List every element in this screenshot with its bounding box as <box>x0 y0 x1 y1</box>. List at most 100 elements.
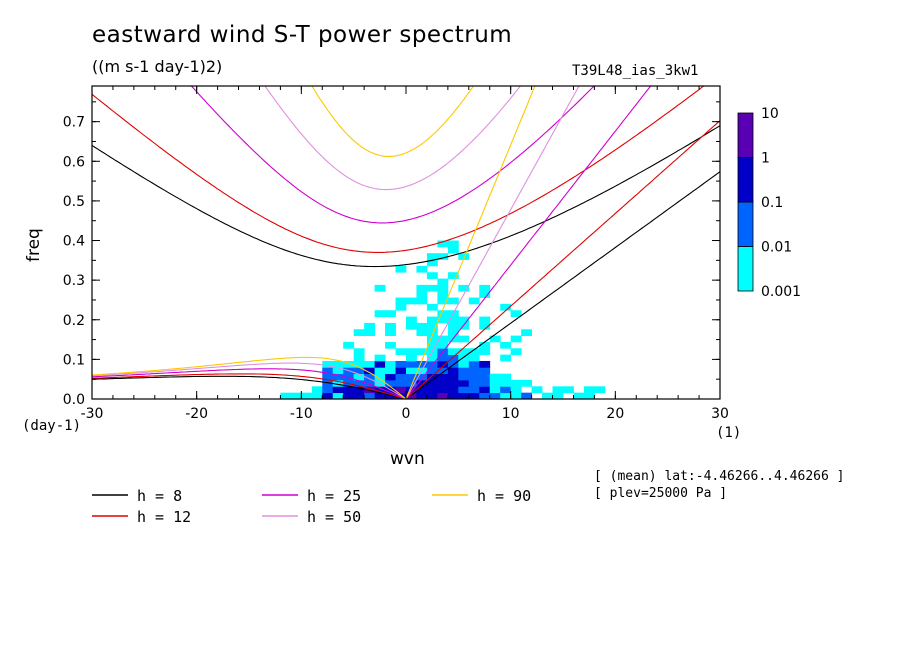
heat-cell <box>353 392 365 399</box>
heat-cell <box>426 367 438 375</box>
heat-cell <box>489 373 501 381</box>
heat-cell <box>426 360 438 368</box>
legend-label: h = 25 <box>307 487 361 505</box>
heat-cell <box>458 392 470 399</box>
heat-cell <box>583 386 595 394</box>
heat-cell <box>426 284 438 292</box>
heat-cell <box>343 386 355 394</box>
x-unit-label: (1) <box>716 425 742 441</box>
heat-cell <box>426 329 438 337</box>
heat-cell <box>374 392 386 399</box>
heat-cell <box>416 329 428 337</box>
chart-units: ((m s-1 day-1)2) <box>92 57 223 76</box>
heat-cell <box>552 386 564 394</box>
x-tick-label: -10 <box>290 406 313 422</box>
dispersion-curve <box>405 120 720 399</box>
heat-cell <box>395 297 407 305</box>
heat-cell <box>343 373 355 381</box>
heat-cell <box>416 348 428 356</box>
heat-cell <box>364 360 375 368</box>
heat-cell <box>280 392 292 399</box>
heat-cell <box>374 284 386 292</box>
heat-cell <box>395 373 407 381</box>
heat-cell <box>468 373 480 381</box>
heat-cell <box>374 379 386 387</box>
dispersion-curve <box>405 86 652 399</box>
heat-cell <box>426 392 438 399</box>
heat-cell <box>353 348 365 356</box>
colorbar-label: 1 <box>761 151 770 167</box>
legend-label: h = 90 <box>477 487 531 505</box>
heat-cell <box>395 303 407 311</box>
heat-cell <box>332 367 344 375</box>
heat-cell <box>406 316 417 324</box>
heat-cell <box>521 329 532 337</box>
heat-cell <box>479 316 491 324</box>
heat-cell <box>426 303 438 311</box>
heat-cell <box>385 360 396 368</box>
heat-cell <box>521 379 532 387</box>
heat-cell <box>385 310 396 317</box>
heat-cell <box>364 392 375 399</box>
heat-cell <box>322 379 334 387</box>
heat-cell <box>447 348 459 356</box>
heat-cell <box>510 392 522 399</box>
heat-cell <box>406 348 417 356</box>
y-tick-label: 0.6 <box>63 154 85 170</box>
heat-cell <box>332 373 344 381</box>
heat-cell <box>437 392 449 399</box>
legend-label: h = 50 <box>307 508 361 526</box>
heat-cell <box>447 240 459 248</box>
heat-cell <box>479 341 491 349</box>
heat-cell <box>406 360 417 368</box>
heat-cell <box>426 386 438 394</box>
heat-cell <box>468 367 480 375</box>
heat-cell <box>479 360 491 368</box>
heat-cell <box>395 367 407 375</box>
heat-cell <box>437 310 449 317</box>
heat-cell <box>406 322 417 330</box>
heat-cell <box>426 253 438 260</box>
heat-cell <box>364 367 375 375</box>
dispersion-curve <box>92 368 407 399</box>
heat-cell <box>395 348 407 356</box>
heat-cell <box>458 253 470 260</box>
dispersion-curve <box>92 86 705 253</box>
heat-cell <box>447 392 459 399</box>
heat-cell <box>374 354 386 362</box>
heat-cell <box>416 265 428 273</box>
heat-cell <box>437 379 449 387</box>
heat-cell <box>385 379 396 387</box>
heat-cell <box>552 392 564 399</box>
heat-cell <box>416 297 428 305</box>
heat-cell <box>426 259 438 267</box>
heat-cell <box>426 316 438 324</box>
heat-cell <box>447 379 459 387</box>
heat-cell <box>426 373 438 381</box>
y-tick-label: 0.2 <box>63 313 85 329</box>
heat-cell <box>364 386 375 394</box>
heat-cell <box>364 322 375 330</box>
heat-cell <box>458 367 470 375</box>
heat-cell <box>458 379 470 387</box>
heat-cell <box>479 322 491 330</box>
heat-cell <box>447 367 459 375</box>
heat-cell <box>353 386 365 394</box>
heat-cell <box>510 386 522 394</box>
heat-cell <box>542 392 553 399</box>
heat-cell <box>385 367 396 375</box>
heat-cell <box>458 335 470 343</box>
colorbar-swatch <box>737 201 754 247</box>
heat-cell <box>374 310 386 317</box>
heat-cell <box>468 360 480 368</box>
heat-cell <box>437 367 449 375</box>
x-tick-label: 10 <box>502 406 520 422</box>
heat-cell <box>353 354 365 362</box>
heat-cell <box>500 392 512 399</box>
heat-cell <box>406 392 417 399</box>
legend-label: h = 8 <box>137 487 182 505</box>
heat-cell <box>458 373 470 381</box>
heat-cell <box>364 379 375 387</box>
heat-cell <box>364 329 375 337</box>
colorbar: 0.001 0.01 0.1 1 10 <box>737 106 801 300</box>
